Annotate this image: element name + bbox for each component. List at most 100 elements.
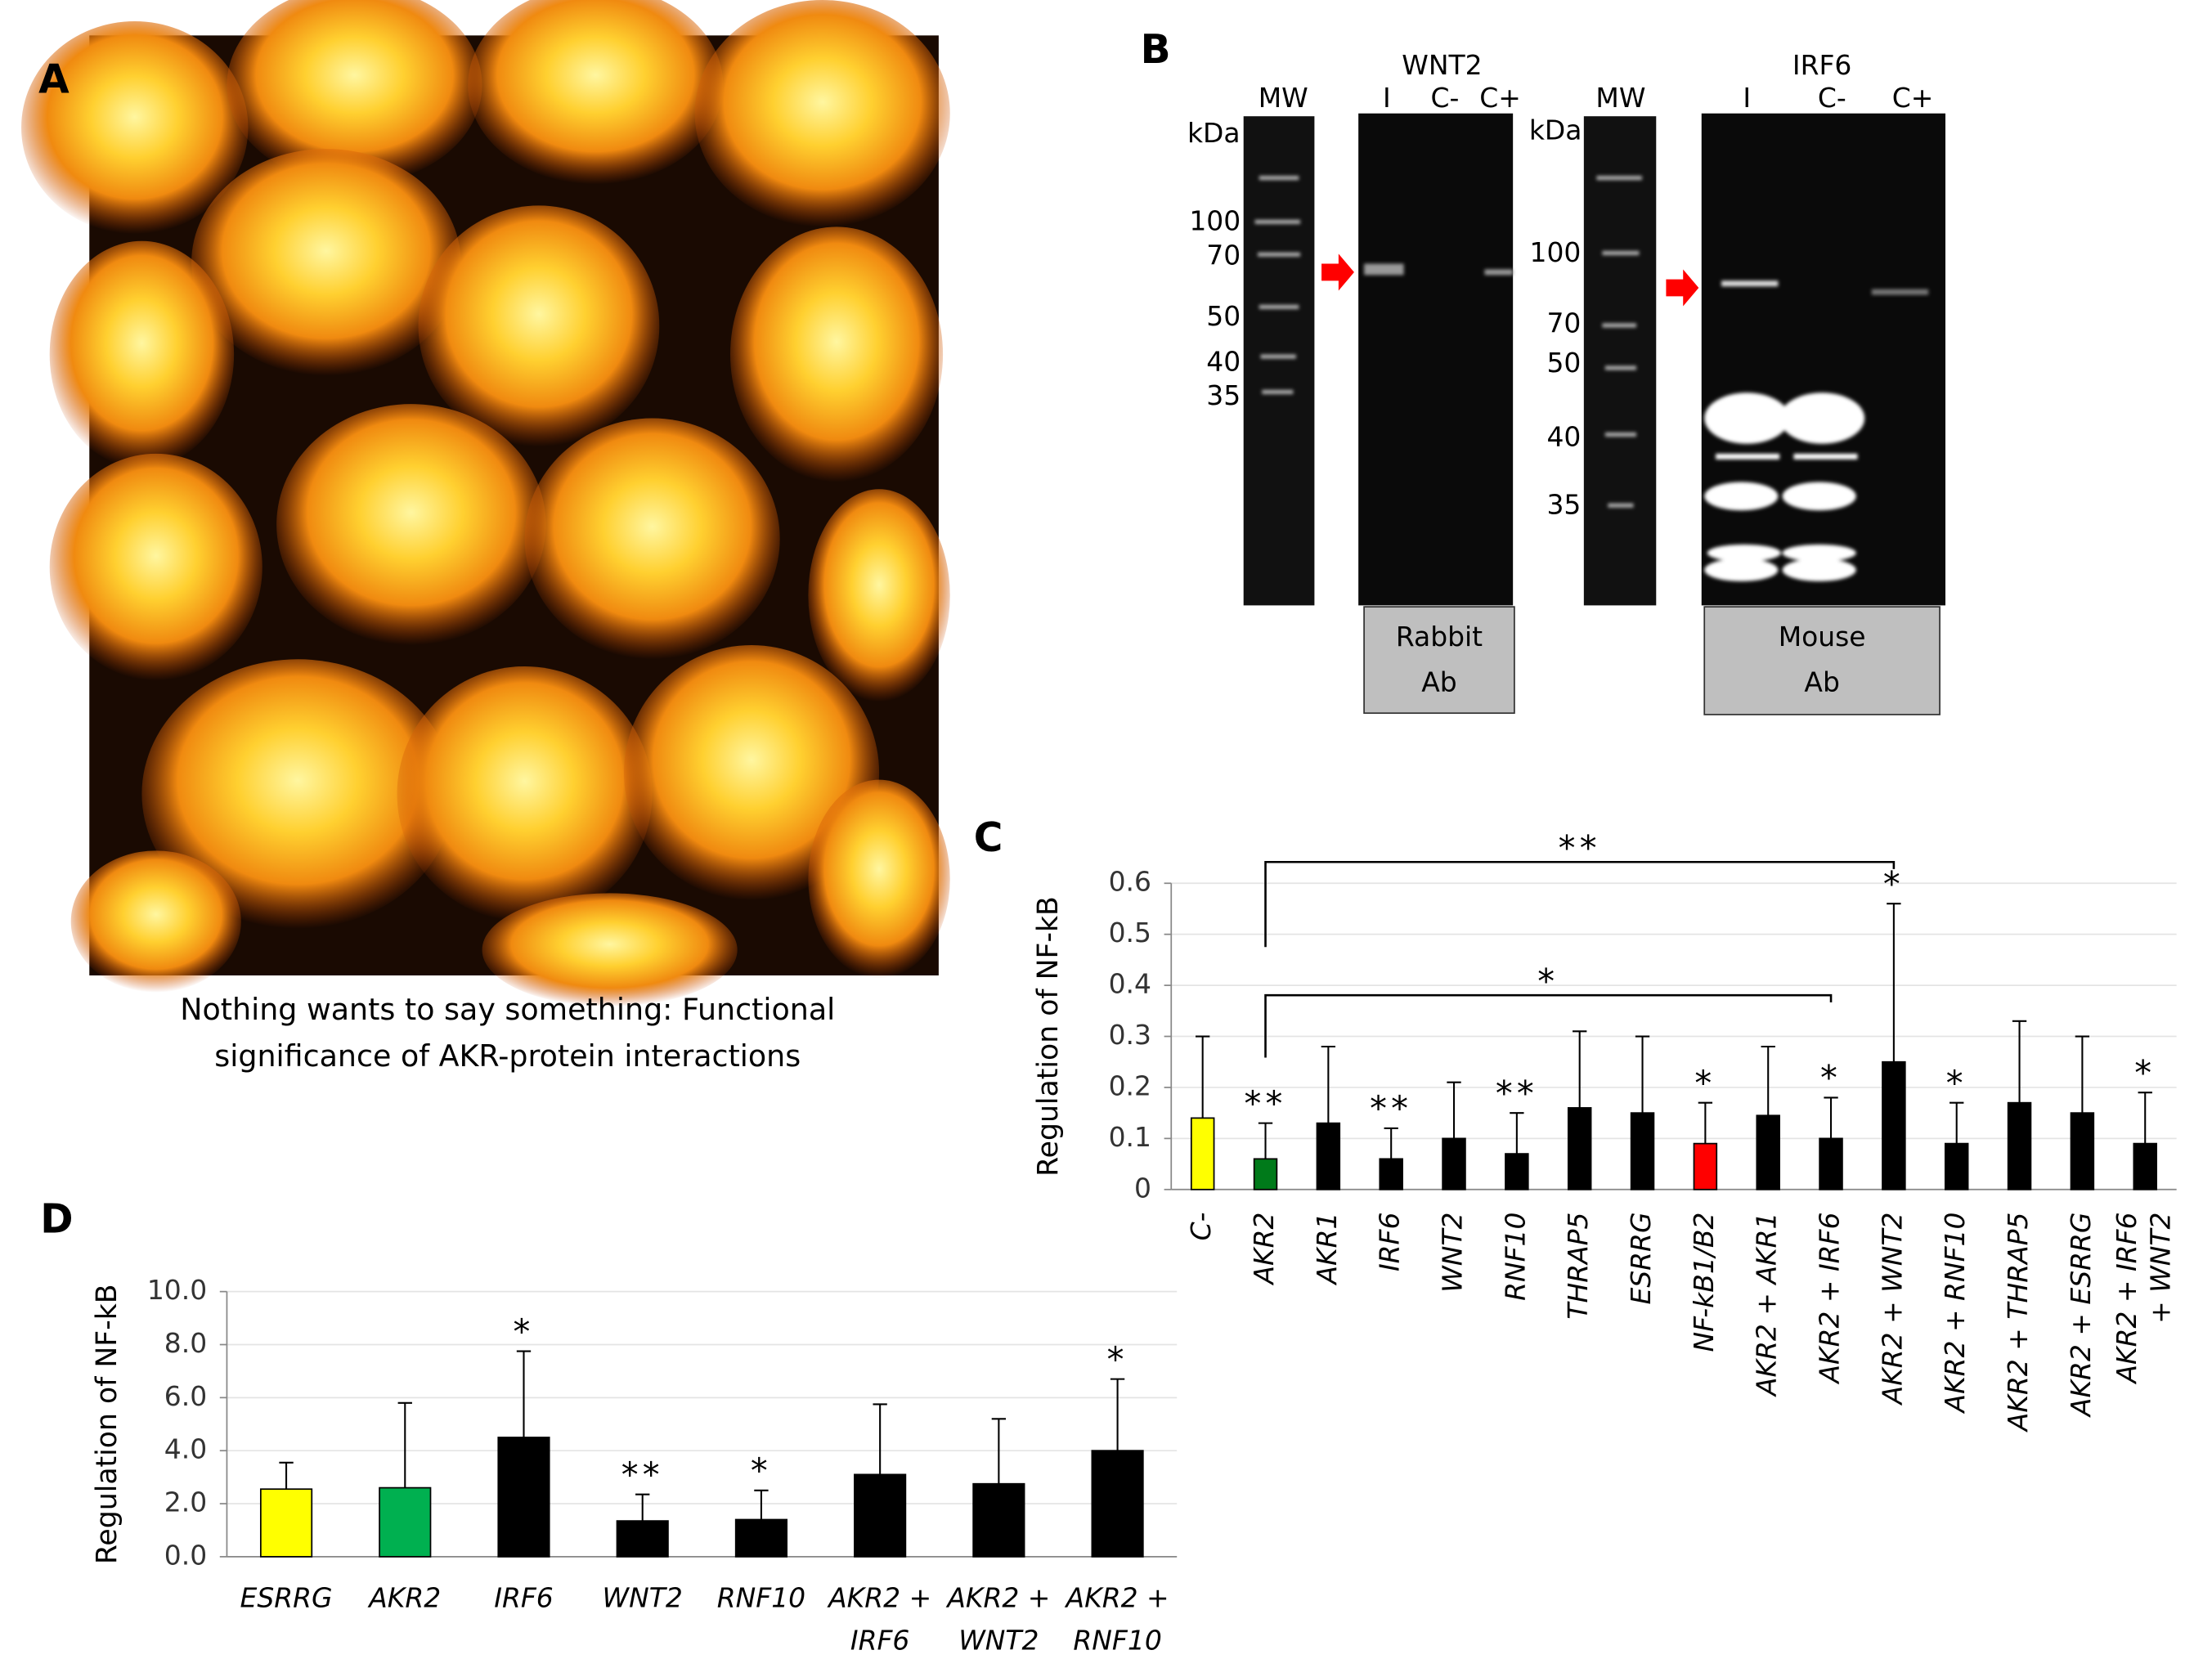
mw-label: MW [1259, 82, 1308, 114]
bracket [1264, 993, 1833, 1058]
x-tick-label: AKR2 + THRAP5 [2002, 1213, 2034, 1433]
unit-label: kDa [1187, 117, 1241, 149]
marker-label: 50 [1206, 300, 1241, 332]
marker-label: 50 [1546, 347, 1581, 379]
x-tick-label: WNT2 [1437, 1213, 1469, 1293]
y-tick-label: 0.4 [1109, 968, 1151, 1000]
significance: * [1107, 1339, 1128, 1379]
y-tick-label: 10.0 [147, 1274, 207, 1306]
y-tick-label: 0.2 [1109, 1069, 1151, 1101]
y-axis-label: Regulation of NF-kB [91, 1284, 123, 1564]
bar [1190, 1117, 1215, 1190]
lane-label: C+ [1479, 82, 1521, 114]
mw-label: MW [1595, 82, 1645, 114]
x-tick-label: ESRRG [240, 1581, 333, 1613]
charts: C Regulation of NF-kB 0 0.1 0.2 0.3 0.4 0.5 0.6 C… [40, 815, 2177, 1656]
bar [1882, 1060, 1906, 1190]
panel-label: C [974, 815, 1003, 861]
blot-lane [1701, 113, 1946, 606]
y-tick-label: 2.0 [164, 1486, 207, 1518]
bracket-label: ** [1559, 827, 1601, 868]
bar [972, 1482, 1025, 1558]
bar [1756, 1114, 1780, 1190]
bar [1316, 1122, 1341, 1190]
antibody-label: Mouse [1779, 621, 1866, 652]
marker-label: 100 [1189, 205, 1241, 237]
ladder-bands [1254, 176, 1642, 508]
y-tick-label: 8.0 [164, 1327, 207, 1359]
x-tick-label: + WNT2 [2145, 1213, 2177, 1324]
bar [1630, 1112, 1655, 1190]
x-tick-label: AKR1 [1311, 1213, 1343, 1286]
lane-label: I [1383, 82, 1391, 114]
caption: Nothing wants to say something: Function… [180, 992, 835, 1027]
significance: ** [1245, 1083, 1287, 1123]
y-tick-label: 0.6 [1109, 866, 1151, 898]
marker-label: 70 [1206, 239, 1241, 271]
y-tick-label: 0.3 [1109, 1019, 1151, 1051]
blot-strips [1243, 113, 1946, 715]
photo-blobs [21, 0, 950, 1007]
x-tick-label: AKR2 + [827, 1581, 931, 1613]
x-tick-label: AKR2 + [945, 1581, 1050, 1613]
caption: significance of AKR-protein interactions [214, 1038, 801, 1074]
x-tick-label: AKR2 + RNF10 [1939, 1213, 1971, 1415]
bar [1693, 1142, 1718, 1190]
target-label: WNT2 [1402, 49, 1482, 81]
x-tick-label: ESRRG [1625, 1213, 1657, 1305]
bar [379, 1486, 432, 1558]
lane-label: C+ [1892, 82, 1934, 114]
bar [1379, 1158, 1403, 1190]
lane-label: C- [1818, 82, 1846, 114]
y-tick-label: 0 [1134, 1172, 1151, 1204]
significance: * [1883, 863, 1905, 904]
y-tick-label: 6.0 [164, 1380, 207, 1412]
x-tick-label: RNF10 [1499, 1213, 1531, 1301]
significance: * [513, 1312, 534, 1352]
x-tick-label: AKR2 + AKR1 [1751, 1213, 1783, 1397]
lane-label: I [1743, 82, 1751, 114]
panel-a [21, 0, 950, 1007]
bracket [1264, 860, 1896, 948]
antibody-label: Rabbit [1396, 621, 1483, 652]
x-tick-label: C- [1185, 1213, 1217, 1241]
arrow [1321, 253, 1354, 291]
antibody-box [1703, 606, 1941, 715]
bar [497, 1437, 550, 1558]
blot-lane [1358, 113, 1514, 606]
y-tick-label: 0.5 [1109, 917, 1151, 948]
marker-label: 40 [1206, 345, 1241, 377]
bar [2007, 1101, 2032, 1190]
blot-bands [1704, 392, 1865, 581]
bar [854, 1473, 907, 1558]
blot-bands [1364, 263, 1929, 295]
bar [259, 1488, 313, 1558]
x-tick-label: AKR2 + IRF6 [1814, 1213, 1846, 1385]
x-tick-label: AKR2 + WNT2 [1876, 1213, 1908, 1406]
significance: * [2134, 1052, 2156, 1092]
significance: * [751, 1451, 772, 1491]
x-tick-label: IRF6 [494, 1581, 554, 1613]
marker-label: 70 [1546, 307, 1581, 339]
marker-label: 35 [1546, 489, 1581, 521]
bar [616, 1520, 669, 1558]
bar [1505, 1153, 1529, 1190]
significance: * [1946, 1063, 1967, 1103]
antibody-label: Ab [1804, 666, 1839, 697]
y-tick-label: 0.0 [164, 1539, 207, 1571]
x-tick-label: RNF10 [1073, 1624, 1161, 1656]
bar [2133, 1142, 2157, 1190]
mw-lane [1583, 116, 1657, 606]
x-tick-label: IRF6 [1374, 1213, 1406, 1272]
y-tick-label: 0.1 [1109, 1121, 1151, 1153]
antibody-box [1363, 606, 1515, 715]
x-tick-label: AKR2 [367, 1581, 441, 1613]
panel-label: A [38, 57, 70, 103]
x-tick-label: AKR2 [1248, 1213, 1280, 1286]
bar [1253, 1158, 1278, 1190]
x-tick-label: AKR2 + [1065, 1581, 1169, 1613]
bar [1091, 1450, 1144, 1558]
x-tick-label: THRAP5 [1562, 1213, 1594, 1320]
target-label: IRF6 [1792, 49, 1852, 81]
